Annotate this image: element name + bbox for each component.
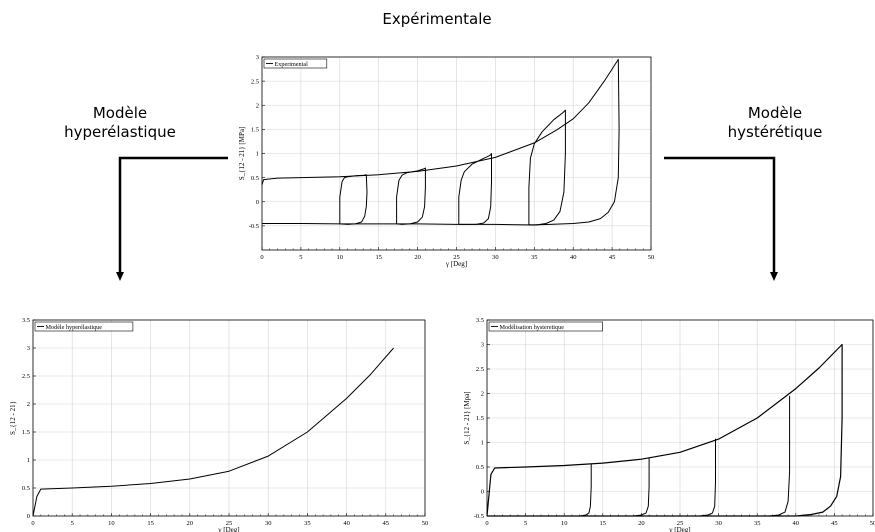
y-axis-label: S_{12 - 21} [Mpa] [463,391,471,444]
y-tick-label: 3.5 [476,317,484,324]
x-tick-label: 10 [561,520,568,527]
hysteretic-model-label: Modèle hystérétique [685,104,865,142]
x-tick-label: 20 [414,254,421,261]
x-tick-label: 20 [638,520,645,527]
x-tick-label: 30 [715,520,722,527]
series-line-1 [339,174,368,225]
y-tick-label: 0.5 [22,485,30,492]
x-tick-label: 45 [831,520,838,527]
x-tick-label: 25 [226,520,233,527]
x-tick-label: 35 [531,254,538,261]
y-tick-label: 1 [256,151,259,158]
x-tick-label: 50 [870,520,875,527]
x-axis-label: γ [Deg] [217,526,239,532]
y-tick-label: 0 [481,489,484,496]
x-tick-label: 30 [492,254,499,261]
x-tick-label: 5 [524,520,527,527]
x-tick-label: 40 [343,520,350,527]
y-tick-label: 2 [256,102,259,109]
x-tick-label: 25 [453,254,460,261]
y-tick-label: 1.5 [476,415,484,422]
hysteretic-model-chart: 0 5 10 15 20 25 30 35 40 45 50-0.500.511.522.533.5… [463,317,875,532]
hyperelastic-model-chart: 0 5 10 15 20 25 30 35 40 45 50 0 0.5 1 1.5 2 2.5 3 3.5 γ [D… [9,317,428,532]
x-tick-label: 15 [600,520,607,527]
x-axis-label: γ [Deg] [668,526,690,532]
x-tick-label: 10 [337,254,344,261]
hysteretic-label-line-2: hystérétique [727,123,823,141]
experimental-chart: 0 5 10 15 20 25 30 35 40 45 50 -0.5 0 0.5 1 1.5 2 2.5 3 γ [… [238,54,654,268]
x-tick-label: 35 [304,520,311,527]
y-tick-label: 1.5 [251,127,259,134]
legend-box [263,58,328,69]
x-tick-label: 5 [71,520,74,527]
y-tick-label: 1.5 [22,429,30,436]
legend-box [34,321,134,332]
legend-label: Experimental [275,61,309,68]
experimental-title: Expérimentale [382,10,492,28]
x-tick-label: 35 [754,520,761,527]
y-tick-label: -0.5 [474,513,484,520]
hyperelastic-model-label: Modèle hyperélastique [30,104,210,142]
series-line-4 [757,395,791,517]
legend-label: Modèle hyperélastique [46,324,103,331]
x-tick-label: 40 [570,254,577,261]
x-tick-label: 50 [648,254,655,261]
hyperelastic-label-line-2: hyperélastique [64,123,176,141]
x-tick-label: 45 [383,520,390,527]
x-tick-label: 30 [265,520,272,527]
y-axis-label: S_{12 - 21} [9,401,17,435]
x-tick-label: 5 [299,254,302,261]
right-connector-arrow [664,156,778,281]
y-tick-label: 2.5 [251,78,259,85]
y-tick-label: 1 [27,457,30,464]
series-line-4 [528,109,566,226]
y-tick-label: 2.5 [476,366,484,373]
x-tick-label: 40 [793,520,800,527]
y-tick-label: 0 [256,199,259,206]
x-tick-label: 0 [485,520,488,527]
y-tick-label: 0 [27,513,30,520]
y-tick-label: 3 [481,342,484,349]
y-tick-label: 1 [481,440,484,447]
series-line-3 [458,153,492,225]
series-line-0 [32,347,394,517]
y-tick-label: 3.5 [22,317,30,324]
hysteretic-label-line-1: Modèle [747,104,803,122]
x-tick-label: 10 [108,520,115,527]
hyperelastic-label-line-1: Modèle [92,104,148,122]
y-tick-label: 3 [27,345,30,352]
x-axis-label: γ [Deg] [445,260,467,268]
series-line-3 [687,438,716,517]
x-tick-label: 0 [31,520,34,527]
x-tick-label: 45 [609,254,616,261]
x-tick-label: 0 [260,254,263,261]
y-tick-label: 2.5 [22,373,30,380]
x-tick-label: 20 [187,520,194,527]
legend-box [488,321,603,332]
y-tick-label: 2 [27,401,30,408]
y-tick-label: 0.5 [476,464,484,471]
legend-label: Modélisation hysteretique [500,324,565,331]
series-line-1 [564,464,592,517]
y-axis-label: S_{12 - 21} [MPa] [238,127,246,181]
series-line-2 [396,167,426,225]
y-tick-label: 2 [481,391,484,398]
x-tick-label: 15 [147,520,154,527]
left-connector-arrow [116,156,228,281]
x-tick-label: 50 [422,520,429,527]
x-tick-label: 15 [375,254,382,261]
y-tick-label: 3 [256,54,259,61]
x-tick-label: 25 [677,520,684,527]
y-tick-label: 0.5 [251,175,259,182]
y-tick-label: -0.5 [249,223,259,230]
series-line-2 [626,458,650,517]
